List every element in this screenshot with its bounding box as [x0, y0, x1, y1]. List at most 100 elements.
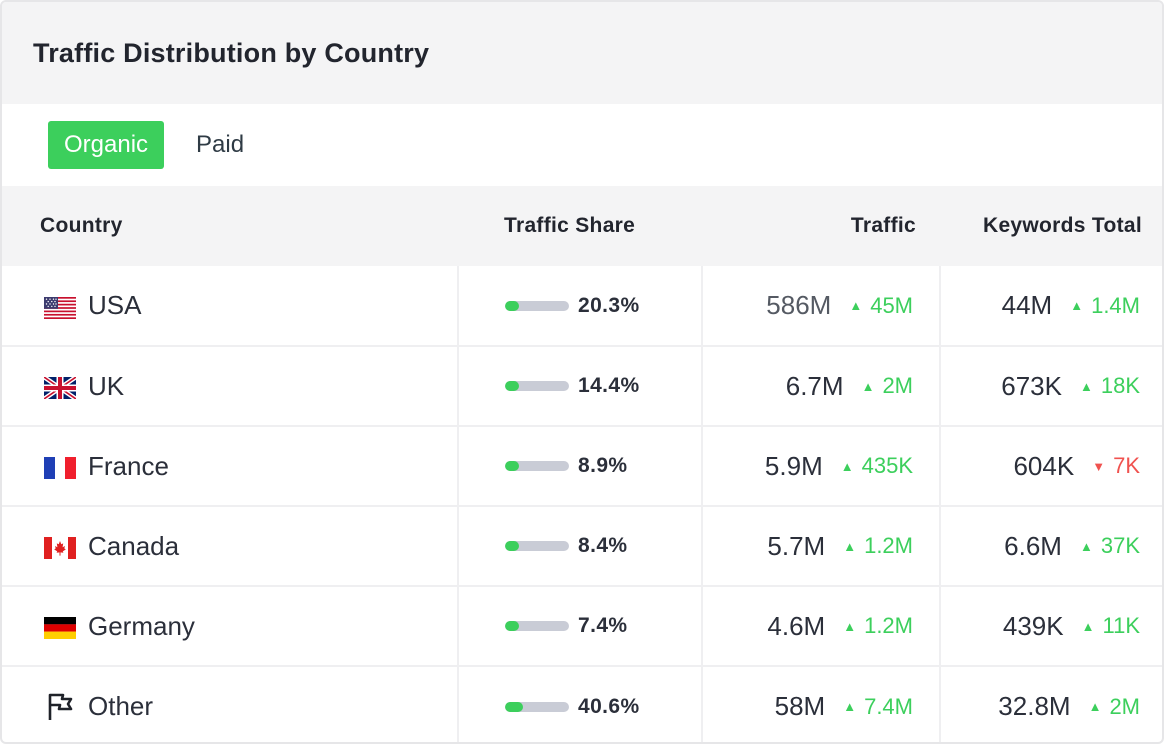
france-flag-icon [44, 455, 76, 479]
traffic-value: 6.7M [785, 370, 844, 401]
traffic-share-cell: 40.6% [459, 695, 701, 719]
country-name[interactable]: USA [88, 290, 142, 320]
column-header-keywords-total[interactable]: Keywords Total [982, 214, 1142, 237]
traffic-share-bar-fill [505, 300, 519, 311]
table-body: USA 20.3% 586M ▲ 45M 44M [2, 266, 1162, 742]
keywords-change-value: 37K [1100, 533, 1140, 558]
traffic-share-value: 40.6% [578, 694, 640, 718]
country-name[interactable]: Canada [88, 530, 180, 561]
arrow-up-icon: ▲ [840, 458, 854, 474]
keywords-change: ▲ 2M [1089, 694, 1140, 720]
traffic-cell: 6.7M ▲ 2M [703, 371, 939, 402]
table-row[interactable]: USA 20.3% 586M ▲ 45M 44M [2, 266, 1162, 346]
keywords-cell: 6.6M ▲ 37K [941, 531, 1162, 562]
arrow-up-icon: ▲ [861, 378, 875, 394]
widget-title: Traffic Distribution by Country [33, 37, 430, 68]
arrow-up-icon: ▲ [1079, 378, 1093, 394]
keywords-change-value: 11K [1102, 613, 1140, 638]
keywords-value: 32.8M [998, 691, 1071, 721]
traffic-change: ▲ 1.2M [843, 533, 913, 559]
widget-header: Traffic Distribution by Country [2, 2, 1162, 104]
keywords-change-value: 18K [1100, 373, 1140, 398]
traffic-share-bar-fill [505, 701, 524, 712]
arrow-up-icon: ▲ [849, 298, 863, 313]
traffic-share-cell: 8.9% [459, 454, 701, 478]
arrow-up-icon: ▲ [1088, 699, 1102, 714]
keywords-change-value: 1.4M [1091, 292, 1140, 318]
traffic-share-bar [505, 300, 569, 311]
country-cell: Canada [2, 531, 457, 562]
uk-flag-icon [42, 375, 78, 401]
country-cell: France [2, 451, 457, 482]
country-name[interactable]: France [88, 450, 169, 481]
table-row[interactable]: UK 14.4% 6.7M ▲ 2M 673K [2, 346, 1162, 426]
traffic-value: 5.9M [764, 450, 823, 481]
table-row[interactable]: Germany 7.4% 4.6M ▲ 1.2M 439K [2, 586, 1162, 666]
traffic-change-value: 7.4M [864, 693, 913, 719]
keywords-cell: 673K ▲ 18K [941, 371, 1162, 402]
arrow-up-icon: ▲ [1079, 538, 1093, 554]
keywords-value: 673K [1001, 370, 1062, 401]
keywords-change: ▲ 37K [1080, 533, 1140, 559]
traffic-value: 58M [774, 691, 826, 721]
column-header-country[interactable]: Country [40, 214, 123, 237]
traffic-change: ▲ 7.4M [843, 694, 913, 720]
traffic-value: 4.6M [767, 610, 826, 641]
traffic-share-bar-fill [505, 541, 519, 551]
traffic-share-cell: 20.3% [459, 294, 701, 318]
keywords-change-value: 2M [1109, 693, 1140, 719]
keywords-change: ▼ 7K [1092, 453, 1140, 479]
arrow-up-icon: ▲ [843, 699, 857, 714]
traffic-share-value: 8.4% [578, 534, 628, 557]
country-name[interactable]: Other [88, 691, 154, 721]
table-row[interactable]: France 8.9% 5.9M ▲ 435K 604K [2, 426, 1162, 506]
country-name[interactable]: UK [88, 370, 125, 401]
table-row[interactable]: Other 40.6% 58M ▲ 7.4M 32.8M [2, 666, 1162, 742]
keywords-change: ▲ 18K [1080, 373, 1140, 399]
traffic-type-tabs: Organic Paid [2, 104, 1162, 186]
traffic-share-cell: 14.4% [459, 374, 701, 398]
traffic-cell: 586M ▲ 45M [703, 290, 939, 321]
column-header-traffic-share[interactable]: Traffic Share [504, 214, 636, 237]
country-cell: USA [2, 290, 457, 321]
canada-flag-icon [44, 535, 76, 559]
country-name[interactable]: Germany [88, 610, 195, 641]
tab-organic[interactable]: Organic [48, 121, 165, 169]
traffic-change-value: 2M [882, 373, 913, 398]
traffic-cell: 5.9M ▲ 435K [703, 451, 939, 482]
traffic-share-value: 8.9% [578, 454, 628, 477]
keywords-value: 6.6M [1004, 530, 1062, 561]
country-cell: UK [2, 371, 457, 402]
traffic-value: 586M [766, 290, 832, 320]
arrow-up-icon: ▲ [843, 618, 857, 634]
arrow-up-icon: ▲ [1081, 618, 1095, 634]
traffic-share-bar [505, 701, 569, 712]
country-table: Country Traffic Share Traffic Keywords T… [2, 186, 1162, 742]
traffic-change: ▲ 435K [841, 453, 913, 479]
traffic-change: ▲ 1.2M [843, 613, 913, 639]
tab-paid[interactable]: Paid [196, 131, 245, 158]
keywords-change: ▲ 1.4M [1070, 293, 1140, 319]
keywords-value: 44M [1001, 290, 1053, 320]
keywords-change-value: 7K [1113, 453, 1140, 478]
traffic-value: 5.7M [767, 530, 826, 561]
traffic-share-cell: 8.4% [459, 534, 701, 558]
traffic-share-cell: 7.4% [459, 614, 701, 638]
table-row[interactable]: Canada 8.4% 5.7M ▲ 1.2M 6.6M [2, 506, 1162, 586]
traffic-change-value: 45M [870, 292, 913, 318]
traffic-share-bar [505, 381, 569, 391]
country-cell: Germany [2, 611, 457, 642]
flag-outline-icon [44, 693, 76, 721]
traffic-change-value: 1.2M [864, 533, 913, 558]
traffic-change: ▲ 45M [849, 293, 913, 319]
traffic-change-value: 435K [861, 453, 913, 478]
traffic-share-bar [505, 461, 569, 471]
traffic-share-value: 20.3% [578, 293, 640, 317]
arrow-up-icon: ▲ [1070, 298, 1084, 313]
keywords-value: 604K [1013, 450, 1075, 481]
column-header-traffic[interactable]: Traffic [850, 214, 916, 237]
traffic-change-value: 1.2M [864, 613, 913, 638]
keywords-value: 439K [1002, 610, 1064, 641]
us-flag-icon [44, 295, 76, 319]
